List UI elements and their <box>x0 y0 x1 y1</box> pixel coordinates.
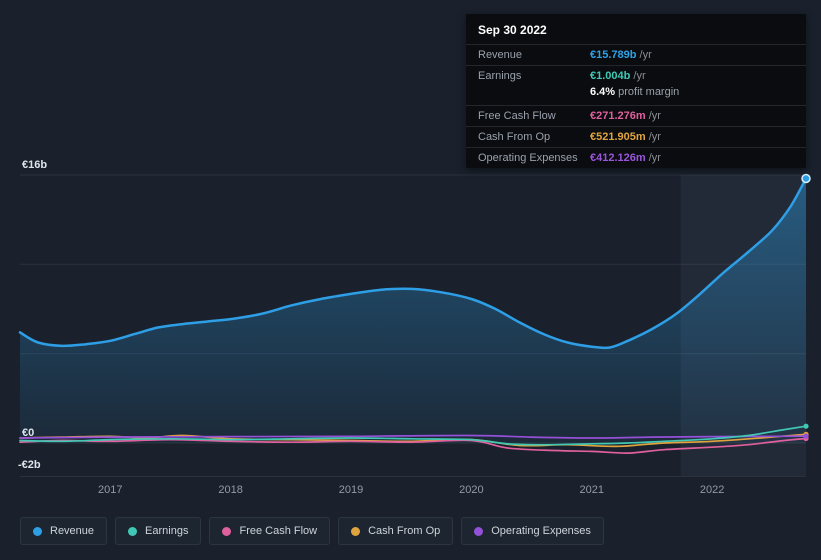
y-axis-label-0: €0 <box>22 427 35 439</box>
x-axis-label: 2020 <box>459 484 484 496</box>
tooltip-date: Sep 30 2022 <box>478 23 547 37</box>
legend-label: Operating Expenses <box>491 525 591 537</box>
tooltip-row-cash-from-op: Cash From Op €521.905m /yr <box>466 126 806 147</box>
operating-expenses-dot-icon <box>474 526 484 536</box>
tooltip-row-operating-expenses: Operating Expenses €412.126m /yr <box>466 147 806 168</box>
tooltip-value: €521.905m /yr <box>590 131 661 143</box>
x-axis-label: 2019 <box>338 484 364 496</box>
legend-item-free-cash-flow[interactable]: Free Cash Flow <box>209 517 331 545</box>
legend-label: Free Cash Flow <box>239 525 318 537</box>
legend-item-cash-from-op[interactable]: Cash From Op <box>338 517 454 545</box>
tooltip-value: €412.126m /yr <box>590 152 661 164</box>
tooltip-value: €15.789b /yr <box>590 49 652 61</box>
tooltip-label: Operating Expenses <box>478 152 578 164</box>
tooltip-label: Cash From Op <box>478 131 551 143</box>
tooltip-value: €1.004b /yr <box>590 70 646 82</box>
x-axis-label: 2018 <box>218 484 243 496</box>
legend-label: Revenue <box>50 525 95 537</box>
x-axis-label: 2021 <box>579 484 604 496</box>
tooltip-profit-margin: 6.4% profit margin <box>590 86 680 98</box>
cash-from-op-dot-icon <box>351 526 361 536</box>
tooltip-row-free-cash-flow: Free Cash Flow €271.276m /yr <box>466 105 806 126</box>
chart-legend: Revenue Earnings Free Cash Flow Cash Fro… <box>20 517 604 545</box>
x-axis-label: 2022 <box>699 484 725 496</box>
legend-label: Earnings <box>145 525 189 537</box>
free-cash-flow-dot-icon <box>222 526 232 536</box>
tooltip: Sep 30 2022 Revenue €15.789b /yr Earning… <box>466 14 806 168</box>
legend-item-operating-expenses[interactable]: Operating Expenses <box>461 517 604 545</box>
tooltip-row-revenue: Revenue €15.789b /yr <box>466 44 806 65</box>
tooltip-row-earnings: Earnings €1.004b /yr <box>466 65 806 86</box>
revenue-dot-icon <box>33 526 42 536</box>
x-axis-label: 2017 <box>98 484 123 496</box>
tooltip-label: Earnings <box>478 70 522 82</box>
legend-item-revenue[interactable]: Revenue <box>20 517 108 545</box>
y-axis-label-16b: €16b <box>22 159 48 171</box>
tooltip-row-profit-margin: 6.4% profit margin <box>466 86 806 105</box>
x-axis-labels: 2017 2018 2019 2020 2021 2022 <box>0 484 821 498</box>
tooltip-label: Revenue <box>478 49 523 61</box>
legend-item-earnings[interactable]: Earnings <box>115 517 202 545</box>
legend-label: Cash From Op <box>368 525 441 537</box>
tooltip-label: Free Cash Flow <box>478 110 556 122</box>
earnings-dot-icon <box>128 526 138 536</box>
tooltip-value: €271.276m /yr <box>590 110 661 122</box>
y-axis-label-neg2b: -€2b <box>18 459 41 471</box>
